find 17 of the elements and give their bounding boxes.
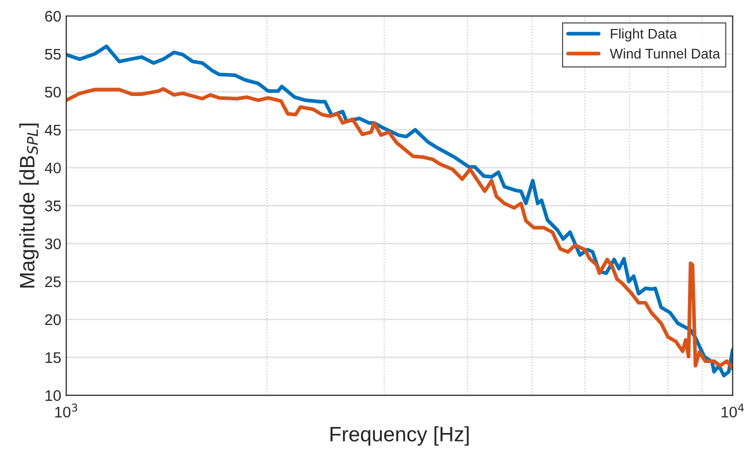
y-tick-label: 30 <box>44 238 61 250</box>
y-tick-label: 35 <box>44 200 61 212</box>
y-tick-label: 40 <box>44 162 61 174</box>
y-tick-label: 45 <box>44 124 61 136</box>
x-tick-label: 10$^{3}$ <box>55 404 78 418</box>
y-tick-label: 15 <box>46 352 61 364</box>
x-axis-title: Frequency [Hz] <box>330 426 469 446</box>
x-tick-label: 10$^{4}$ <box>722 404 744 418</box>
y-tick-label: 20 <box>45 314 61 326</box>
legend-label: Wind Tunnel Data <box>610 48 720 59</box>
legend-label: Flight Data <box>610 28 677 42</box>
y-tick-label: 25 <box>45 276 61 288</box>
y-axis-title: Magnitude [dB$_{SPL}$] <box>19 124 39 288</box>
y-tick-label: 10 <box>46 390 61 401</box>
y-tick-label: 50 <box>45 86 61 98</box>
y-tick-label: 60 <box>45 10 61 22</box>
y-tick-label: 55 <box>45 48 61 60</box>
